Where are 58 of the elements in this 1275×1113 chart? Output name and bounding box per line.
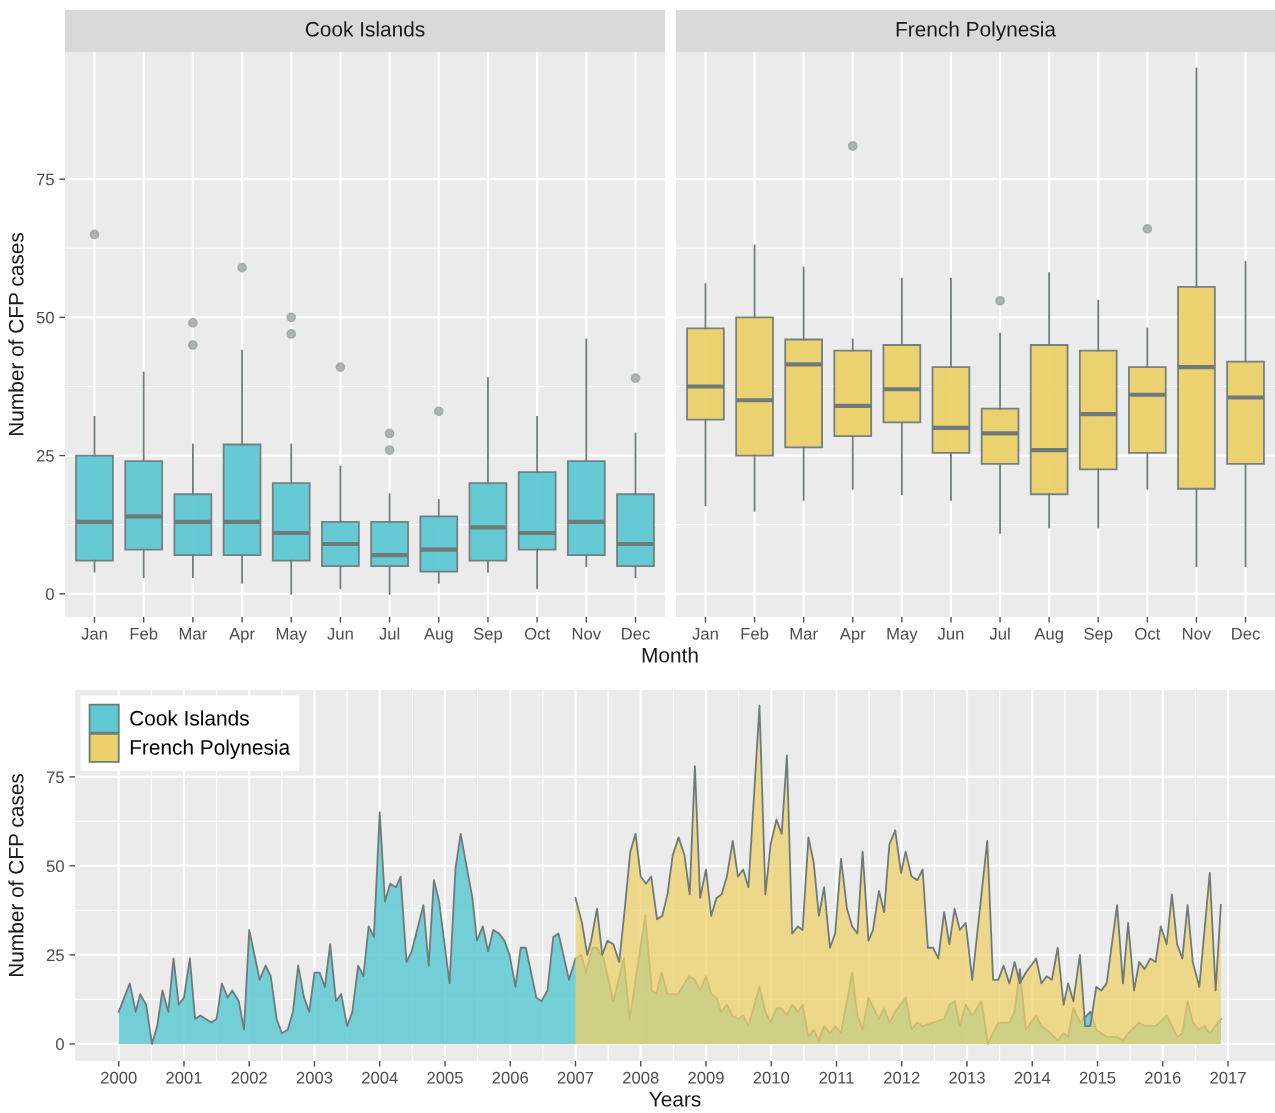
x-tick-label: 2003: [296, 1071, 333, 1084]
x-tick-label: Sep: [1084, 627, 1113, 643]
x-tick-label: 2008: [623, 1071, 659, 1084]
y-axis-title: Number of CFP cases: [8, 773, 24, 977]
x-tick-label: Sep: [473, 627, 503, 643]
chart-title: Cook Islands: [305, 21, 425, 37]
x-tick-label: 2015: [1079, 1071, 1116, 1084]
y-tick-label: 0: [45, 588, 54, 600]
x-tick-label: Apr: [839, 628, 866, 643]
x-tick-label: Dec: [1232, 628, 1260, 640]
y-tick-label: 25: [36, 449, 54, 462]
x-tick-label: Nov: [1182, 628, 1212, 640]
x-tick-label: Jul: [379, 627, 400, 640]
x-tick-label: 2017: [1210, 1071, 1246, 1084]
x-tick-label: 2011: [819, 1071, 854, 1084]
x-tick-label: Jan: [692, 628, 718, 640]
x-tick-label: Mar: [790, 628, 818, 640]
x-tick-label: 2016: [1145, 1071, 1181, 1084]
y-tick-label: 75: [36, 173, 54, 186]
x-tick-label: Jun: [327, 628, 353, 640]
x-tick-label: Aug: [423, 628, 453, 643]
x-tick-label: May: [276, 628, 307, 643]
chart-title: French Polynesia: [896, 21, 1056, 41]
x-tick-label: Jun: [937, 628, 964, 640]
x-tick-label: 2005: [427, 1071, 463, 1084]
x-tick-label: Jul: [989, 627, 1010, 640]
y-axis-title: Number of CFP cases: [8, 232, 24, 436]
y-tick-label: 50: [46, 860, 64, 873]
x-tick-label: 2006: [492, 1071, 529, 1084]
x-tick-label: 2012: [884, 1071, 920, 1084]
x-axis-title: Month: [642, 647, 698, 663]
x-tick-label: Oct: [1135, 627, 1161, 640]
x-tick-label: 2007: [557, 1071, 594, 1084]
x-tick-label: Feb: [130, 627, 158, 640]
x-tick-label: 2013: [949, 1071, 985, 1084]
x-tick-label: Mar: [179, 628, 207, 640]
y-tick-label: 75: [46, 771, 64, 784]
y-tick-label: 0: [55, 1038, 64, 1051]
x-tick-label: Apr: [229, 628, 255, 643]
x-tick-label: 2014: [1014, 1071, 1051, 1084]
x-tick-label: Aug: [1034, 628, 1063, 643]
y-tick-label: 50: [36, 311, 54, 324]
x-tick-label: 2004: [362, 1071, 398, 1084]
x-tick-label: 2009: [688, 1071, 724, 1084]
x-tick-label: 2001: [166, 1071, 202, 1084]
x-tick-label: 2000: [101, 1071, 137, 1084]
x-tick-label: Feb: [741, 627, 769, 640]
x-axis-title: Years: [649, 1092, 701, 1107]
x-tick-label: May: [887, 628, 918, 643]
legend-label: Cook Islands: [130, 710, 249, 726]
x-tick-label: Dec: [622, 628, 650, 640]
x-tick-label: Jan: [81, 628, 107, 640]
y-tick-label: 25: [46, 949, 64, 962]
x-tick-label: Nov: [572, 628, 602, 640]
legend-label: French Polynesia: [130, 739, 291, 759]
x-tick-label: 2010: [753, 1071, 790, 1084]
x-tick-label: Oct: [524, 627, 550, 640]
x-tick-label: 2002: [231, 1071, 267, 1084]
